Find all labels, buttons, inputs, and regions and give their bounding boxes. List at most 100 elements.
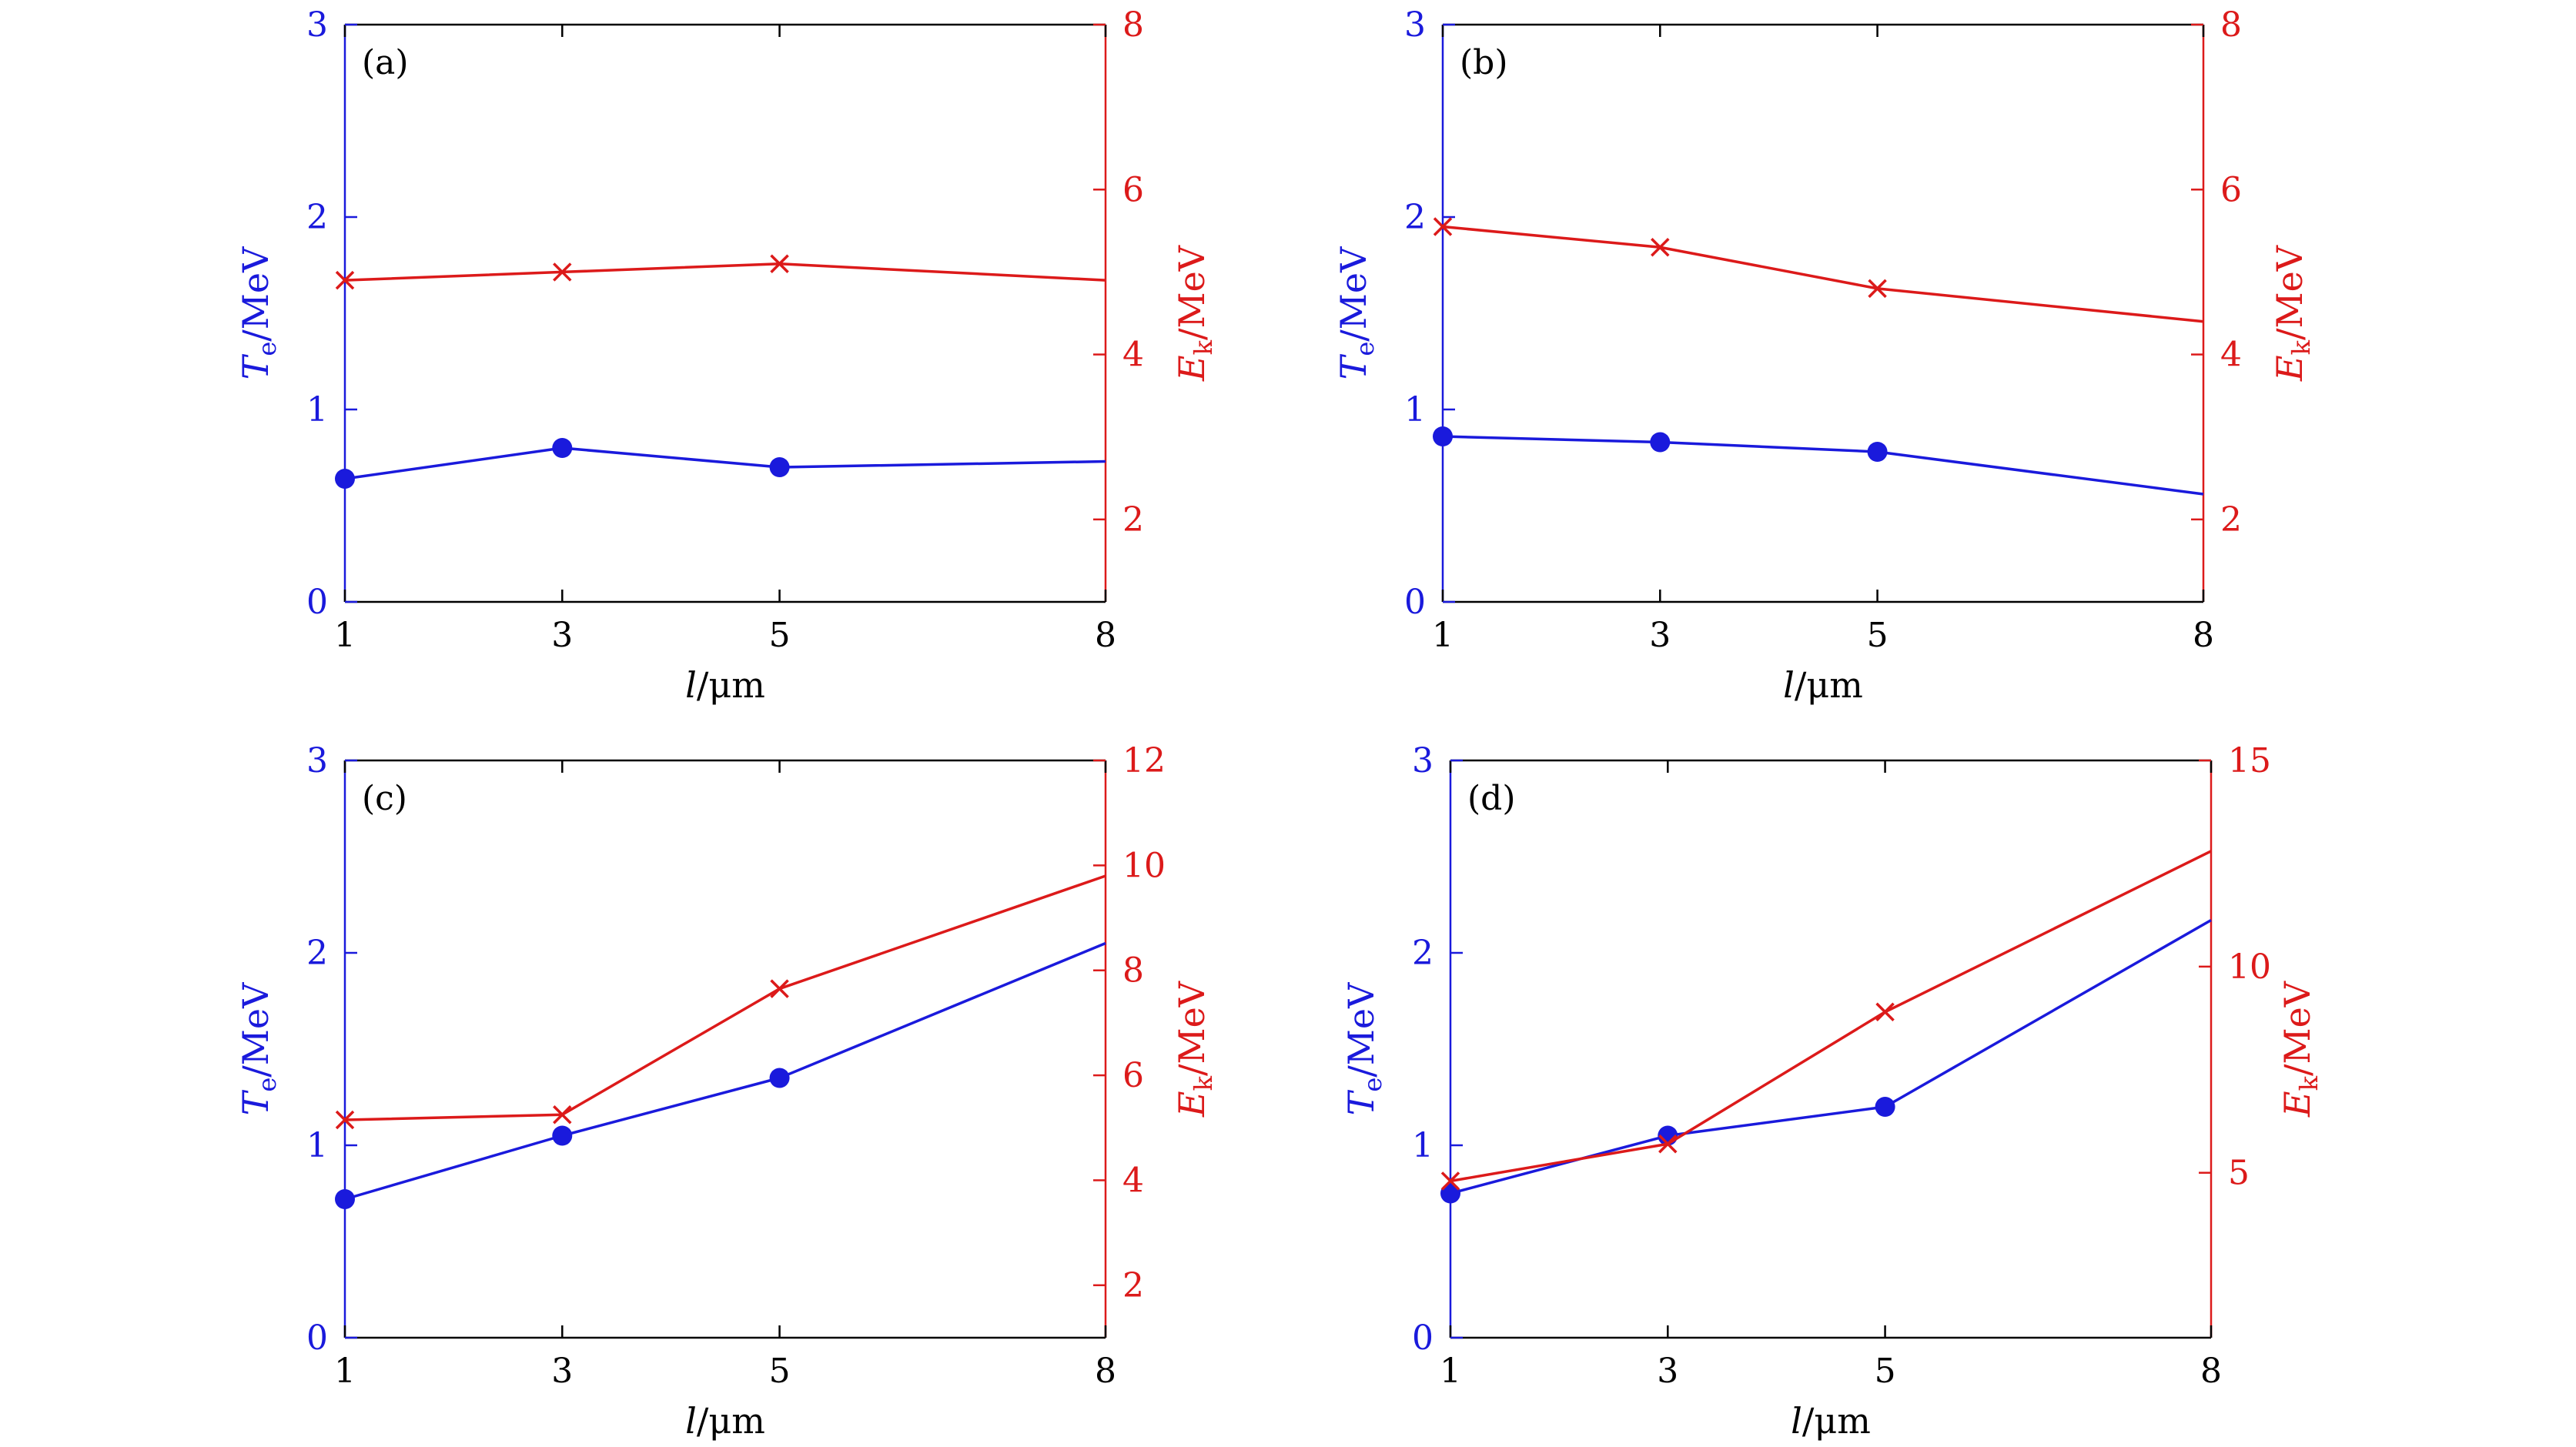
right-y-tick-label: 10	[1122, 846, 1166, 885]
data-point-Te	[335, 1189, 355, 1209]
right-y-label-symbol: E	[1171, 355, 1213, 382]
right-y-tick-label: 5	[2228, 1154, 2250, 1193]
left-y-axis-label: Te/MeV	[1333, 246, 1380, 379]
right-y-tick-label: 4	[1122, 336, 1144, 375]
x-axis-label: l/μm	[1791, 1400, 1871, 1442]
left-y-tick-label: 1	[1404, 390, 1426, 429]
data-point-Ek	[335, 270, 355, 290]
series-line-Te	[344, 446, 1106, 480]
right-y-label-symbol: E	[2269, 355, 2310, 382]
left-y-tick-label: 3	[1404, 5, 1426, 45]
right-y-tick-label: 12	[1122, 741, 1166, 780]
left-y-tick-label: 2	[1412, 934, 1434, 973]
right-y-label-subscript: k	[1189, 1075, 1218, 1091]
left-y-axis-label: Te/MeV	[235, 246, 282, 379]
right-y-tick-label: 2	[2220, 500, 2242, 540]
data-point-Te	[552, 438, 573, 458]
x-tick-label: 3	[551, 616, 573, 655]
left-y-label-symbol: T	[235, 1089, 276, 1115]
left-y-tick-label: 3	[306, 5, 328, 45]
data-point-Ek	[335, 1110, 355, 1130]
x-axis-label: l/μm	[685, 1400, 765, 1442]
x-tick-label: 1	[334, 1352, 356, 1391]
right-y-tick-label: 8	[2220, 5, 2242, 45]
right-y-tick-label: 6	[1122, 1056, 1144, 1095]
x-tick-label: 3	[551, 1352, 573, 1391]
right-y-axis-label: Ek/MeV	[1171, 245, 1218, 382]
right-y-tick-label: 4	[2220, 336, 2242, 375]
panel-label: (d)	[1467, 779, 1516, 818]
right-y-label-unit: /MeV	[1171, 981, 1213, 1076]
right-y-label-symbol: E	[2277, 1091, 2318, 1118]
left-y-label-symbol: T	[1340, 1089, 1382, 1115]
series-line-Te	[1442, 435, 2204, 496]
left-y-tick-label: 1	[1412, 1126, 1434, 1165]
right-y-axis-label: Ek/MeV	[2269, 245, 2316, 382]
left-y-tick-label: 0	[306, 583, 328, 622]
x-tick-label: 1	[334, 616, 356, 655]
right-y-label-unit: /MeV	[1171, 245, 1213, 340]
x-tick-label: 5	[769, 1352, 791, 1391]
x-tick-label: 8	[1095, 1352, 1116, 1391]
right-y-tick-label: 2	[1122, 1266, 1144, 1305]
data-point-Te	[769, 1068, 790, 1088]
x-tick-label: 8	[1095, 616, 1116, 655]
right-y-tick-label: 6	[2220, 170, 2242, 209]
left-y-tick-label: 1	[306, 1126, 328, 1165]
data-point-Ek	[553, 262, 572, 282]
panel-label: (b)	[1460, 43, 1508, 82]
left-y-label-unit: /MeV	[1340, 982, 1382, 1078]
left-y-tick-label: 0	[1404, 583, 1426, 622]
right-y-label-subscript: k	[2294, 1075, 2323, 1091]
panel-label: (a)	[362, 43, 409, 82]
series-line-Ek	[1442, 225, 2204, 323]
series-line-Te	[344, 941, 1106, 1201]
left-y-label-subscript: e	[1350, 342, 1380, 356]
x-axis-label: l/μm	[1783, 664, 1863, 706]
left-y-tick-label: 3	[1412, 741, 1434, 780]
left-y-axis-label: Te/MeV	[1340, 982, 1387, 1115]
data-point-Te	[769, 457, 790, 477]
data-point-Ek	[1868, 279, 1887, 299]
x-label-unit: /μm	[1802, 1400, 1871, 1442]
left-y-label-symbol: T	[1333, 353, 1374, 379]
left-y-label-unit: /MeV	[235, 246, 276, 342]
left-y-label-subscript: e	[253, 342, 282, 356]
panel-label: (c)	[362, 779, 407, 818]
right-y-tick-label: 6	[1122, 170, 1144, 209]
left-y-tick-label: 0	[1412, 1318, 1434, 1358]
data-point-Te	[1433, 426, 1453, 446]
data-point-Te	[335, 469, 355, 489]
data-point-Ek	[770, 254, 789, 273]
data-point-Ek	[1440, 1171, 1460, 1191]
right-y-tick-label: 15	[2228, 741, 2271, 780]
right-y-label-subscript: k	[1189, 339, 1218, 355]
right-y-label-unit: /MeV	[2269, 245, 2310, 340]
series-line-Ek	[344, 262, 1106, 282]
x-tick-label: 3	[1649, 616, 1671, 655]
data-point-Te	[552, 1125, 573, 1146]
x-tick-label: 5	[1867, 616, 1889, 655]
right-y-label-symbol: E	[1171, 1091, 1213, 1118]
data-point-Te	[1875, 1097, 1895, 1117]
data-point-Te	[1440, 1183, 1460, 1204]
x-label-symbol: l	[1791, 1400, 1802, 1442]
left-y-label-subscript: e	[1358, 1078, 1387, 1092]
x-tick-label: 5	[1875, 1352, 1896, 1391]
left-y-tick-label: 2	[1404, 198, 1426, 237]
series-line-Ek	[344, 874, 1106, 1121]
right-y-axis-label: Ek/MeV	[1171, 981, 1218, 1118]
right-y-tick-label: 8	[1122, 5, 1144, 45]
x-label-symbol: l	[685, 664, 697, 706]
left-y-tick-label: 3	[306, 741, 328, 780]
right-y-axis-label: Ek/MeV	[2277, 981, 2323, 1118]
series-line-Te	[1450, 918, 2212, 1195]
right-y-label-subscript: k	[2287, 339, 2316, 355]
x-label-unit: /μm	[697, 1400, 765, 1442]
left-y-tick-label: 1	[306, 390, 328, 429]
left-y-label-subscript: e	[253, 1078, 282, 1092]
